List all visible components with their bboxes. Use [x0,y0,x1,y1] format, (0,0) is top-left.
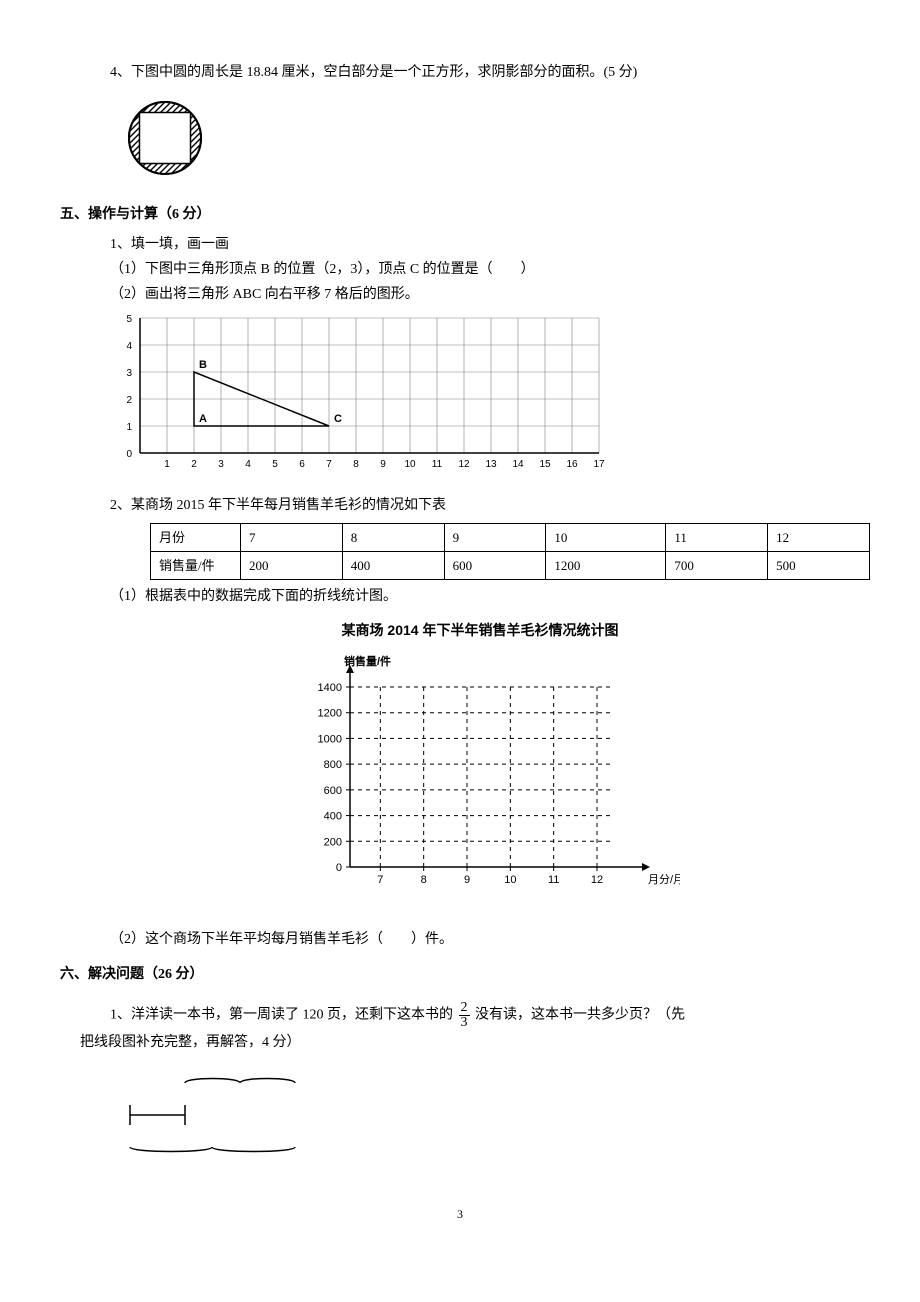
svg-text:9: 9 [380,459,386,470]
sales-table: 月份 7 8 9 10 11 12 销售量/件 200 400 600 1200… [150,523,870,581]
svg-text:月分/月: 月分/月 [648,873,680,886]
section6-title: 六、解决问题（26 分） [60,962,860,987]
month-cell: 10 [546,523,666,551]
svg-text:3: 3 [218,459,224,470]
svg-text:17: 17 [593,459,605,470]
table-row: 销售量/件 200 400 600 1200 700 500 [151,551,870,579]
value-cell: 600 [444,551,546,579]
svg-text:12: 12 [458,459,470,470]
s5-q2-b: （2）这个商场下半年平均每月销售羊毛衫（ ）件。 [60,927,860,952]
svg-text:1: 1 [164,459,170,470]
page-number: 3 [60,1204,860,1226]
value-cell: 200 [241,551,343,579]
svg-text:C: C [334,413,342,425]
svg-text:1400: 1400 [318,682,342,694]
svg-text:5: 5 [126,314,132,325]
svg-text:200: 200 [324,837,342,849]
s6-q1: 1、洋洋读一本书，第一周读了 120 页，还剩下这本书的 2 3 没有读，这本书… [60,1001,860,1030]
fraction: 2 3 [459,1001,470,1030]
svg-text:7: 7 [326,459,332,470]
svg-text:11: 11 [432,459,443,470]
svg-text:8: 8 [421,874,427,886]
value-cell: 1200 [546,551,666,579]
row2-label: 销售量/件 [151,551,241,579]
value-cell: 400 [342,551,444,579]
svg-text:2: 2 [126,395,132,406]
svg-text:12: 12 [591,874,603,886]
svg-text:A: A [199,413,207,425]
svg-text:14: 14 [512,459,524,470]
svg-text:某商场 2014 年下半年销售羊毛衫情况统计图: 某商场 2014 年下半年销售羊毛衫情况统计图 [342,622,619,638]
svg-text:800: 800 [324,760,342,772]
s5-q2-a: （1）根据表中的数据完成下面的折线统计图。 [60,584,860,609]
s5-q2-lead: 2、某商场 2015 年下半年每月销售羊毛衫的情况如下表 [60,493,860,518]
svg-text:5: 5 [272,459,278,470]
s6-q1-pre: 1、洋洋读一本书，第一周读了 120 页，还剩下这本书的 [110,1008,453,1023]
svg-text:0: 0 [126,449,132,460]
svg-text:10: 10 [404,459,416,470]
table-row: 月份 7 8 9 10 11 12 [151,523,870,551]
svg-text:2: 2 [191,459,197,470]
triangle-grid-figure: 1234567891011121314151617012345ABC [110,313,860,487]
segment-diagram [110,1075,860,1164]
row1-label: 月份 [151,523,241,551]
q4-text: 4、下图中圆的周长是 18.84 厘米，空白部分是一个正方形，求阴影部分的面积。… [60,60,860,85]
s5-q1-b: （2）画出将三角形 ABC 向右平移 7 格后的图形。 [60,282,860,307]
svg-text:1: 1 [126,422,132,433]
section5-title: 五、操作与计算（6 分） [60,202,860,227]
fraction-den: 3 [459,1016,470,1030]
value-cell: 500 [768,551,870,579]
month-cell: 9 [444,523,546,551]
svg-text:4: 4 [126,341,132,352]
month-cell: 7 [241,523,343,551]
q4-figure [120,93,860,192]
svg-text:8: 8 [353,459,359,470]
svg-text:3: 3 [126,368,132,379]
svg-text:16: 16 [566,459,578,470]
s6-q1-line2: 把线段图补充完整，再解答，4 分） [60,1030,860,1055]
svg-text:0: 0 [336,862,342,874]
line-chart-figure: 某商场 2014 年下半年销售羊毛衫情况统计图销售量/件 0 200 400 600 80… [280,617,860,916]
svg-text:4: 4 [245,459,251,470]
svg-text:1200: 1200 [318,708,342,720]
svg-text:600: 600 [324,785,342,797]
svg-text:1000: 1000 [318,734,342,746]
month-cell: 11 [666,523,768,551]
fraction-num: 2 [459,1001,470,1016]
s5-q1-lead: 1、填一填，画一画 [60,232,860,257]
svg-text:B: B [199,359,207,371]
s5-q1-a: （1）下图中三角形顶点 B 的位置（2，3），顶点 C 的位置是（ ） [60,257,860,282]
value-cell: 700 [666,551,768,579]
month-cell: 8 [342,523,444,551]
svg-text:10: 10 [504,874,516,886]
svg-text:11: 11 [548,874,559,886]
month-cell: 12 [768,523,870,551]
svg-text:销售量/件: 销售量/件 [344,654,391,668]
svg-text:7: 7 [377,874,383,886]
s6-q1-post: 没有读，这本书一共多少页？（先 [475,1008,685,1023]
svg-text:9: 9 [464,874,470,886]
svg-text:13: 13 [485,459,497,470]
svg-text:15: 15 [539,459,551,470]
svg-text:6: 6 [299,459,305,470]
svg-text:400: 400 [324,811,342,823]
